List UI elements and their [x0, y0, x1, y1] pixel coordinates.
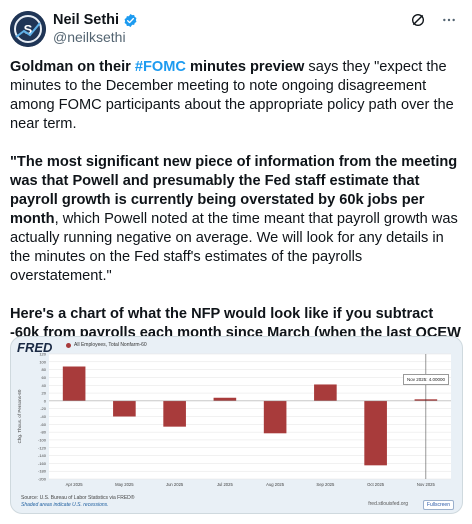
author-block: Neil Sethi @neilksethi: [53, 12, 138, 45]
legend-label: All Employees, Total Nonfarm-60: [74, 342, 147, 348]
y-tick-label: 0: [44, 398, 47, 403]
y-tick-label: 40: [42, 383, 47, 388]
x-tick-label: Jul 2025: [217, 482, 234, 487]
fred-chart: FRED All Employees, Total Nonfarm-60 120…: [11, 337, 462, 513]
y-tick-label: -180: [38, 469, 47, 474]
y-tick-label: -120: [38, 445, 47, 450]
tweet-paragraph-1: Goldman on their #FOMC minutes preview s…: [10, 58, 462, 134]
tweet-p2-bold: "The most significant new piece of infor…: [10, 154, 458, 227]
y-tick-label: -40: [40, 414, 47, 419]
chart-tooltip: Nov 2025: 4.00000: [403, 374, 450, 385]
y-tick-label: 80: [42, 367, 47, 372]
avatar[interactable]: S: [10, 11, 46, 47]
y-tick-label: -140: [38, 453, 47, 458]
tweet-paragraph-2: "The most significant new piece of infor…: [10, 153, 462, 286]
x-tick-label: Sep 2025: [316, 482, 335, 487]
recession-note[interactable]: Shaded areas indicate U.S. recessions.: [21, 502, 109, 508]
chart-plot: 120 100 80 60 40 20 0 -20 -40 -60 -80 -100 -120 -140 -…: [17, 352, 451, 487]
tweet-p1-bold-b: minutes preview: [185, 59, 305, 75]
fullscreen-button[interactable]: Fullscreen: [422, 500, 454, 510]
tweet-p1-text: says they "expect the minutes to the Dec…: [10, 59, 454, 132]
x-tick-label: Apr 2025: [66, 482, 84, 487]
chart-source: Source: U.S. Bureau of Labor Statistics …: [21, 495, 135, 501]
x-tick-label: Jun 2025: [166, 482, 184, 487]
y-tick-label: -160: [38, 461, 47, 466]
slash-circle-icon[interactable]: [410, 12, 426, 28]
x-tick-label: Oct 2025: [367, 482, 385, 487]
y-tick-label: 100: [39, 359, 46, 364]
fred-logo: FRED: [17, 340, 53, 355]
chart-bar: [213, 397, 237, 401]
chart-image-card[interactable]: FRED All Employees, Total Nonfarm-60 120…: [10, 336, 463, 514]
fred-url[interactable]: fred.stlouisfed.org: [368, 501, 408, 507]
chart-bar: [263, 400, 287, 434]
x-tick-label: Aug 2025: [266, 482, 285, 487]
tweet-p2-text: , which Powell noted at the time meant t…: [10, 211, 458, 284]
y-tick-label: 120: [39, 352, 46, 357]
y-tick-label: -200: [38, 477, 47, 482]
x-tick-label: Nov 2025: [417, 482, 436, 487]
tweet-p1-bold-a: Goldman on their: [10, 59, 135, 75]
svg-text:S: S: [24, 22, 33, 37]
chart-bar: [314, 384, 337, 401]
chart-bar: [364, 400, 387, 466]
avatar-logo-icon: S: [10, 11, 46, 47]
hashtag-link[interactable]: #FOMC: [134, 59, 186, 75]
tweet-body: Goldman on their #FOMC minutes preview s…: [10, 58, 462, 400]
y-tick-label: -100: [38, 437, 47, 442]
tweet-header: S Neil Sethi @neilksethi: [10, 8, 462, 48]
y-tick-label: -80: [40, 430, 47, 435]
author-display-name[interactable]: Neil Sethi: [53, 12, 120, 28]
legend-swatch: [66, 342, 71, 348]
y-tick-label: 60: [42, 375, 47, 380]
chart-legend: All Employees, Total Nonfarm-60: [66, 342, 147, 348]
y-tick-label: -20: [40, 406, 47, 411]
chart-bar: [62, 366, 86, 401]
tweet-actions: [410, 12, 458, 28]
x-tick-label: May 2025: [115, 482, 134, 487]
more-dots-icon[interactable]: [440, 12, 458, 28]
y-tick-label: -60: [40, 422, 47, 427]
y-axis-label: Chg. Thous. of Persons-60: [17, 389, 22, 443]
y-tick-label: 20: [42, 391, 47, 396]
author-handle[interactable]: @neilksethi: [53, 29, 126, 45]
chart-bar: [163, 400, 186, 427]
verified-badge-icon: [124, 13, 137, 27]
chart-bar: [113, 400, 136, 417]
